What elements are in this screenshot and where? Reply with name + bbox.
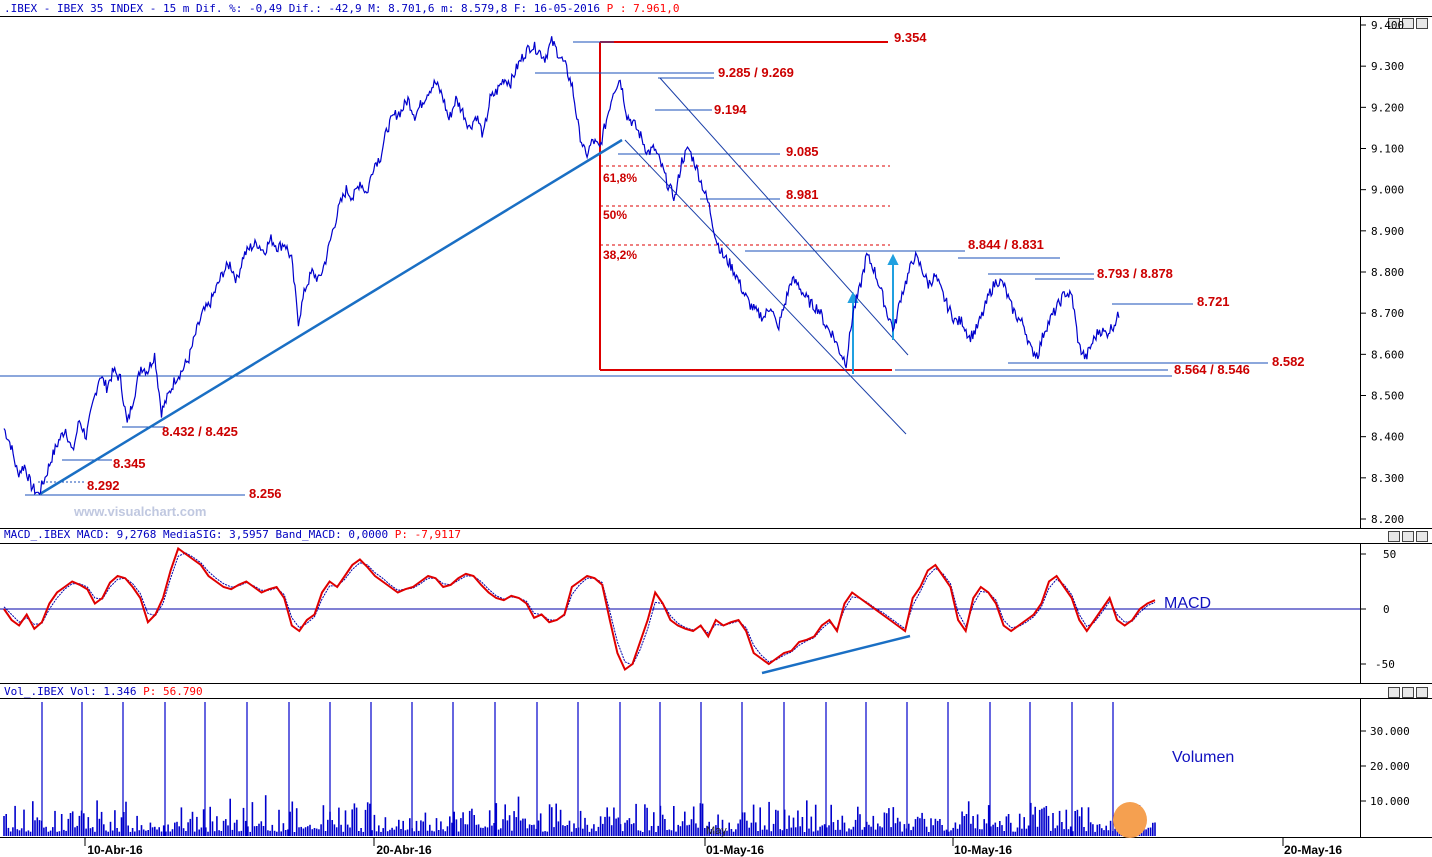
- vol-y-axis: 30.000 20.000 10.000: [1360, 725, 1410, 808]
- price-line: [3, 36, 1120, 496]
- level-8345: 8.345: [113, 456, 146, 471]
- level-8793: 8.793 / 8.878: [1097, 266, 1173, 281]
- price-y-tick-label: 8.400: [1371, 431, 1404, 444]
- macd-divergence-line: [761, 634, 911, 675]
- price-y-tick-label: 8.600: [1371, 348, 1404, 361]
- level-9285: 9.285 / 9.269: [718, 65, 794, 80]
- fib-lines: [600, 165, 890, 246]
- level-8844: 8.844 / 8.831: [968, 237, 1044, 252]
- frames: [0, 16, 1432, 838]
- macd-y-tick-label: 50: [1383, 548, 1396, 561]
- price-series: [3, 36, 1120, 496]
- price-y-tick-label: 8.900: [1371, 225, 1404, 238]
- macd-y-tick-label: -50: [1375, 658, 1395, 671]
- x-axis: 10-Abr-16 20-Abr-16 01-May-16 10-May-16 20-M…: [84, 838, 1342, 857]
- vol-y-tick-label: 30.000: [1370, 725, 1410, 738]
- uptrend-line: [39, 138, 623, 496]
- vol-header: Vol_.IBEX Vol: 1.346 P: 56.790: [4, 685, 203, 698]
- macd-header: MACD_.IBEX MACD: 9,2768 MediaSIG: 3,5957…: [4, 528, 461, 541]
- price-y-tick-label: 9.200: [1371, 101, 1404, 114]
- level-8564: 8.564 / 8.546: [1174, 362, 1250, 377]
- price-y-tick-label: 8.800: [1371, 266, 1404, 279]
- level-labels: 9.354 9.285 / 9.269 9.194 9.085 8.981 8.…: [87, 30, 1305, 501]
- price-y-tick-label: 8.500: [1371, 390, 1404, 403]
- volume-bars: [3, 702, 1156, 836]
- x-tick-label: 20-Abr-16: [376, 843, 432, 857]
- signal-line: [3, 552, 1156, 666]
- macd-series: [3, 546, 1156, 672]
- level-9085: 9.085: [786, 144, 819, 159]
- price-y-tick-label: 8.200: [1371, 513, 1404, 526]
- price-header: .IBEX - IBEX 35 INDEX - 15 m Dif. %: -0,…: [4, 2, 680, 15]
- level-8432: 8.432 / 8.425: [162, 424, 238, 439]
- price-y-tick-label: 9.400: [1371, 19, 1404, 32]
- fib-382: 38,2%: [603, 248, 637, 262]
- price-window-buttons[interactable]: [1388, 18, 1428, 29]
- volume-highlight: [1113, 802, 1147, 838]
- vol-y-tick-label: 10.000: [1370, 795, 1410, 808]
- level-8981: 8.981: [786, 187, 819, 202]
- fib-50: 50%: [603, 208, 627, 222]
- price-y-tick-label: 9.000: [1371, 184, 1404, 197]
- fib-618: 61,8%: [603, 171, 637, 185]
- vol-window-buttons[interactable]: [1388, 687, 1428, 698]
- macd-y-axis: 50 0 -50: [1360, 548, 1396, 671]
- may-marker: May: [706, 825, 727, 837]
- level-8256: 8.256: [249, 486, 282, 501]
- x-tick-label: 10-Abr-16: [87, 843, 143, 857]
- x-tick-label: 10-May-16: [954, 843, 1012, 857]
- x-tick-label: 20-May-16: [1284, 843, 1342, 857]
- macd-window-buttons[interactable]: [1388, 531, 1428, 542]
- price-y-tick-label: 9.100: [1371, 143, 1404, 156]
- vol-y-tick-label: 20.000: [1370, 760, 1410, 773]
- level-9194: 9.194: [714, 102, 747, 117]
- macd-label: MACD: [1164, 595, 1211, 612]
- x-tick-label: 01-May-16: [706, 843, 764, 857]
- price-y-tick-label: 9.300: [1371, 60, 1404, 73]
- level-lines: [0, 41, 1268, 496]
- volumen-label: Volumen: [1172, 749, 1234, 766]
- level-8292: 8.292: [87, 478, 120, 493]
- price-y-tick-label: 8.700: [1371, 307, 1404, 320]
- price-y-tick-label: 8.300: [1371, 472, 1404, 485]
- projection-arrows: [847, 253, 899, 374]
- macd-line: [3, 546, 1156, 672]
- level-8582: 8.582: [1272, 354, 1305, 369]
- price-y-axis: 9.400 9.300 9.200 9.100 9.000 8.900 8.800 8.700…: [1360, 19, 1404, 526]
- level-9354: 9.354: [894, 30, 927, 45]
- watermark: www.visualchart.com: [73, 504, 206, 519]
- level-8721: 8.721: [1197, 294, 1230, 309]
- macd-y-tick-label: 0: [1383, 603, 1390, 616]
